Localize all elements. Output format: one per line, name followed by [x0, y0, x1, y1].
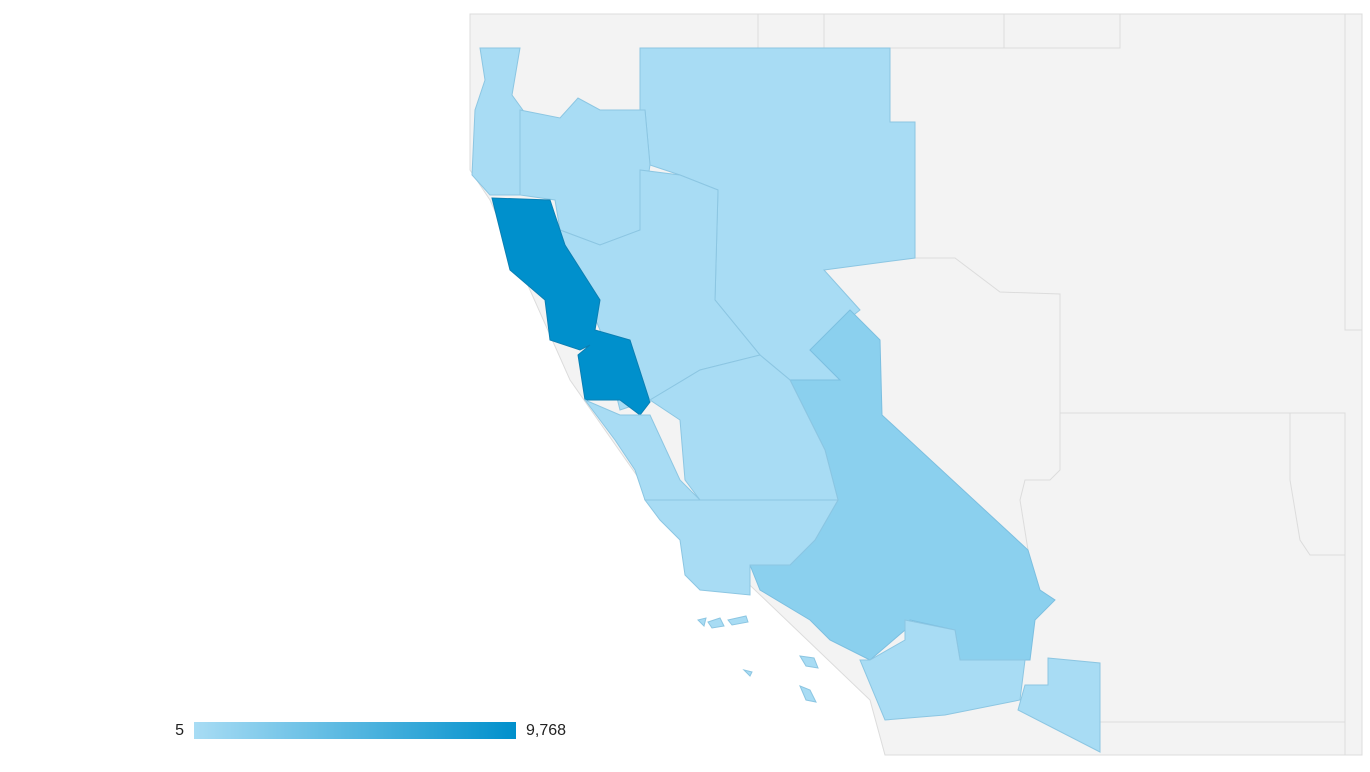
island	[697, 617, 707, 627]
island	[799, 655, 819, 669]
island	[727, 615, 749, 626]
legend-min: 5	[175, 722, 184, 739]
regions	[471, 47, 1101, 753]
region	[649, 354, 839, 501]
island	[707, 617, 725, 629]
island	[799, 685, 817, 703]
legend: 5 9,768	[175, 722, 566, 739]
region	[471, 47, 531, 196]
island	[742, 669, 753, 677]
region	[491, 197, 651, 416]
region	[644, 499, 839, 596]
legend-gradient	[194, 722, 516, 739]
legend-max: 9,768	[526, 722, 566, 739]
region	[1017, 657, 1101, 753]
region	[859, 619, 1026, 721]
